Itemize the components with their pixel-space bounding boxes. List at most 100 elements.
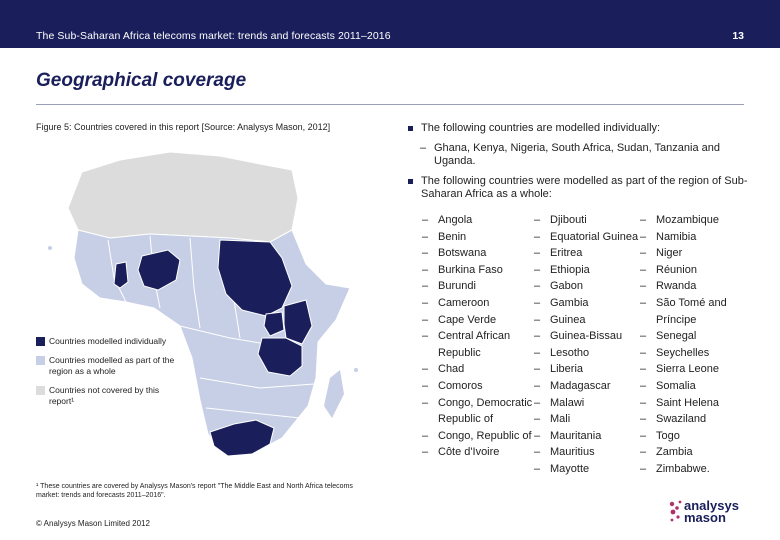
country-item: – Guinea-Bissau — [534, 328, 644, 345]
country-name: Mauritania — [550, 429, 602, 442]
page-number: 13 — [732, 30, 744, 42]
dash-marker: – — [640, 346, 647, 359]
legend-label: Countries not covered by this report¹ — [49, 385, 160, 406]
country-name: Mali — [550, 413, 571, 426]
dash-marker: – — [640, 330, 647, 343]
bullet-marker — [408, 126, 413, 131]
country-name: Mauritius — [550, 446, 595, 459]
country-item: – Cameroon — [422, 295, 534, 312]
country-name: Equatorial Guinea — [550, 230, 639, 243]
country-name: Swaziland — [656, 413, 707, 426]
country-item: – Lesotho — [534, 345, 644, 362]
dash-marker: – — [534, 230, 541, 243]
dash-marker: – — [640, 263, 647, 276]
country-item: – Guinea — [534, 312, 644, 329]
dash-marker: – — [534, 396, 541, 409]
dash-marker: – — [534, 263, 541, 276]
legend-item: Countries not covered by this report¹ — [36, 385, 186, 407]
country-item: – Zimbabwe. — [640, 461, 750, 478]
country-name: Botswana — [438, 247, 487, 260]
dash-marker: – — [640, 230, 647, 243]
country-item: – Niger — [640, 245, 750, 262]
country-name: Burundi — [438, 280, 476, 293]
country-item: – Namibia — [640, 229, 750, 246]
country-name: Rwanda — [656, 280, 697, 293]
country-item: – Burundi — [422, 278, 534, 295]
dash-marker: – — [640, 379, 647, 392]
country-name: Angola — [438, 214, 473, 226]
legend-label: Countries modelled as part of the region… — [49, 355, 175, 376]
country-item: – Réunion — [640, 262, 750, 279]
logo-dots — [669, 500, 682, 522]
madagascar-shape — [324, 370, 344, 418]
dash-marker: – — [422, 296, 429, 309]
country-name: Côte d'Ivoire — [438, 446, 500, 459]
dash-marker: – — [422, 330, 429, 343]
dash-marker: – — [422, 263, 429, 276]
nigeria-shape — [137, 249, 181, 291]
dash-marker: – — [534, 330, 541, 343]
country-item: – Central African Republic — [422, 328, 534, 361]
country-item: – Mayotte — [534, 461, 644, 478]
country-name: Djibouti — [550, 214, 587, 226]
country-name: Senegal — [656, 330, 697, 343]
country-item: – Rwanda — [640, 278, 750, 295]
dash-marker: – — [534, 346, 541, 359]
country-name: Gabon — [550, 280, 584, 293]
island-dot — [354, 368, 358, 372]
dash-marker: – — [422, 214, 429, 226]
legend-item: Countries modelled as part of the region… — [36, 355, 186, 377]
dash-marker: – — [422, 396, 429, 409]
dash-marker: – — [534, 462, 541, 475]
country-name: Congo, Democratic Republic of — [438, 396, 533, 426]
country-name: Saint Helena — [656, 396, 719, 409]
dash-marker: – — [640, 280, 647, 293]
dash-marker: – — [422, 363, 429, 376]
country-item: – Chad — [422, 361, 534, 378]
country-name: Zimbabwe. — [656, 462, 710, 475]
logo-line2: mason — [684, 510, 726, 525]
dash-marker: – — [534, 313, 541, 326]
legend-swatch-lightblue — [36, 356, 45, 365]
dash-marker: – — [640, 462, 647, 475]
country-item: – Angola — [422, 212, 534, 229]
dash-marker: – — [640, 363, 647, 376]
south-africa-shape — [209, 419, 275, 457]
country-item: – Ethiopia — [534, 262, 644, 279]
copyright: © Analysys Mason Limited 2012 — [36, 519, 150, 528]
dash-marker: – — [534, 429, 541, 442]
country-item: – Saint Helena — [640, 395, 750, 412]
dash-marker: – — [534, 413, 541, 426]
title-divider — [36, 104, 744, 105]
country-item: – Equatorial Guinea — [534, 229, 644, 246]
figure-caption: Figure 5: Countries covered in this repo… — [36, 122, 331, 132]
sub-bullet: – Ghana, Kenya, Nigeria, South Africa, S… — [420, 142, 748, 169]
logo-line1: analysys — [684, 498, 739, 513]
country-item: – Seychelles — [640, 345, 750, 362]
country-name: Togo — [656, 429, 680, 442]
dash-marker: – — [534, 280, 541, 293]
country-item: – Cape Verde — [422, 312, 534, 329]
country-column-1: – Angola – Benin – Botswana – Burkina Faso – Buru… — [422, 212, 534, 461]
bullet-individual: The following countries are modelled ind… — [408, 122, 748, 136]
country-name: Mayotte — [550, 462, 590, 475]
country-name: Chad — [438, 363, 465, 376]
country-name: Zambia — [656, 446, 693, 459]
dash-marker: – — [422, 379, 429, 392]
country-item: – Congo, Republic of — [422, 428, 534, 445]
legend-swatch-navy — [36, 337, 45, 346]
dash-marker: – — [534, 296, 541, 309]
dash-marker: – — [640, 296, 647, 309]
country-name: Guinea-Bissau — [550, 330, 623, 343]
country-item: – Somalia — [640, 378, 750, 395]
country-name: Seychelles — [656, 346, 710, 359]
country-item: – Botswana — [422, 245, 534, 262]
legend-item: Countries modelled individually — [36, 336, 186, 347]
country-item: – Eritrea — [534, 245, 644, 262]
kenya-shape — [283, 299, 313, 345]
country-name: Cape Verde — [438, 313, 497, 326]
africa-map — [48, 151, 358, 457]
country-name: São Tomé and Príncipe — [656, 296, 727, 326]
country-item: – Congo, Democratic Republic of — [422, 395, 534, 428]
bullet-marker — [408, 178, 413, 184]
